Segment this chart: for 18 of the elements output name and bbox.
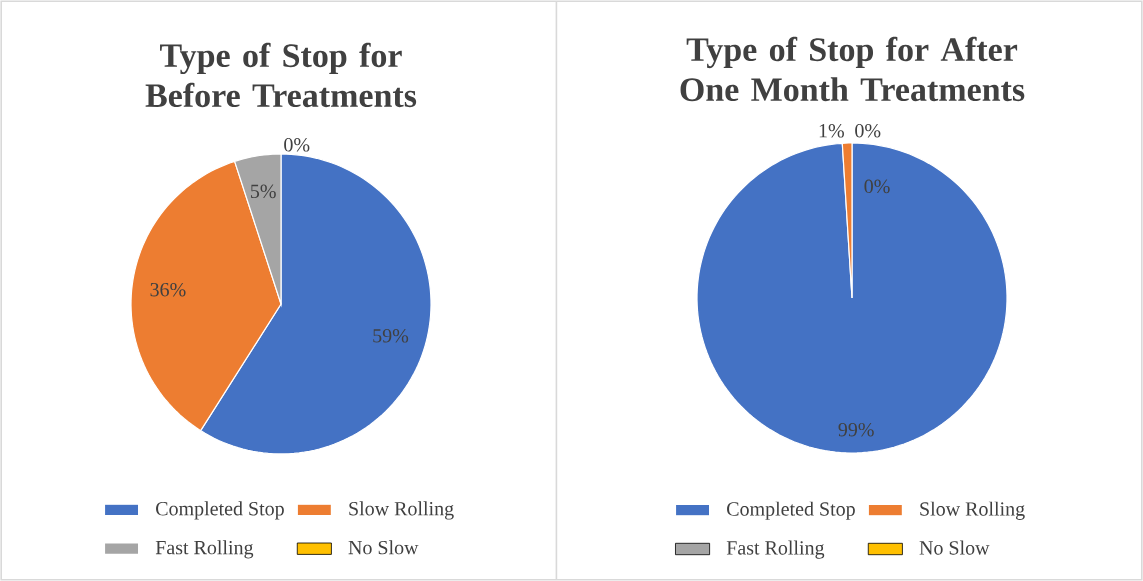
legend-label: Fast Rolling — [155, 540, 254, 559]
legend-label: No Slow — [348, 540, 419, 555]
legend-label: Completed Stop — [156, 501, 284, 520]
legend-label: Fast Rolling — [726, 540, 825, 559]
data-label: 99% — [838, 422, 874, 437]
legend-label: Slow Rolling — [349, 501, 454, 520]
legend-label: Completed Stop — [727, 501, 855, 520]
chart-title: Type of Stop for Before Treatments — [145, 42, 417, 108]
legend-label: No Slow — [919, 540, 990, 555]
legend-label: Slow Rolling — [920, 501, 1025, 520]
text: 0% — [855, 123, 881, 138]
data-label: 5% — [251, 184, 276, 199]
chart-title: Type of Stop for After One Month Treatments — [680, 36, 1025, 102]
data-label: 1% — [819, 124, 844, 138]
data-label: 59% — [373, 329, 409, 343]
text: 0% — [284, 138, 310, 152]
text: 0% — [864, 179, 890, 194]
data-label: 36% — [150, 282, 186, 297]
